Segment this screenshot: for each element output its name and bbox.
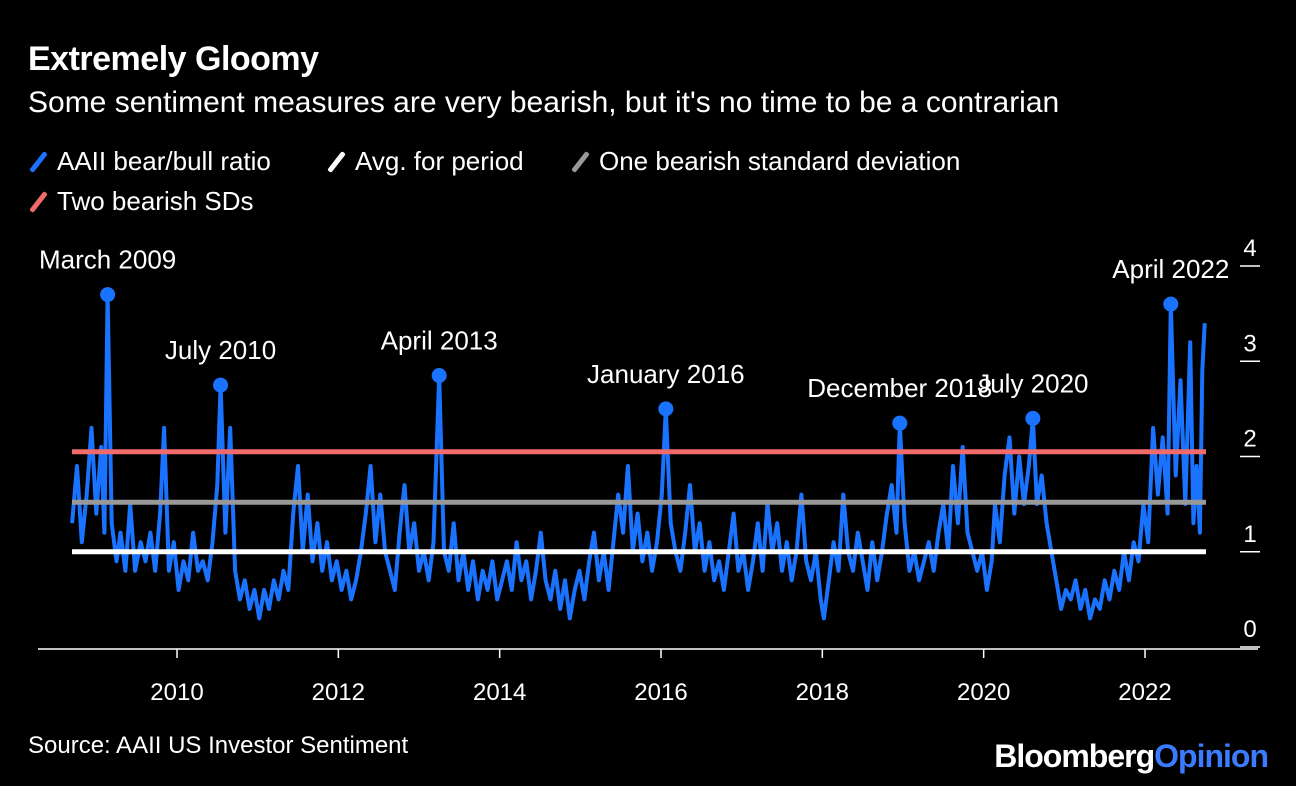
annotation-marker	[1025, 410, 1041, 426]
x-tick-label: 2010	[150, 679, 203, 706]
annotation-label: March 2009	[39, 245, 176, 275]
y-tick-label: 1	[1243, 521, 1256, 548]
legend-label: AAII bear/bull ratio	[57, 146, 271, 176]
brand-logo-bloomberg: Bloomberg	[994, 738, 1155, 774]
annotation-marker	[892, 415, 908, 431]
x-tick-label: 2018	[796, 679, 849, 706]
annotation-marker	[658, 401, 674, 417]
annotation-marker	[431, 368, 447, 384]
legend-item-two-sd: Two bearish SDs	[28, 186, 254, 217]
x-tick-label: 2012	[312, 679, 365, 706]
legend-label: Two bearish SDs	[57, 186, 254, 216]
legend-label: One bearish standard deviation	[599, 146, 961, 176]
y-tick-label: 0	[1243, 616, 1256, 643]
x-tick-label: 2020	[957, 679, 1010, 706]
annotation-label: January 2016	[587, 359, 745, 389]
annotation-marker	[100, 287, 116, 303]
annotation-label: July 2010	[165, 335, 276, 365]
annotation-label: April 2022	[1112, 254, 1229, 284]
annotation-label: July 2020	[977, 368, 1088, 398]
legend-item-one-sd: One bearish standard deviation	[570, 146, 960, 177]
x-tick-label: 2022	[1118, 679, 1171, 706]
x-tick-label: 2014	[473, 679, 526, 706]
x-tick-label: 2016	[634, 679, 687, 706]
annotation-marker	[213, 377, 229, 393]
chart-title: Extremely Gloomy	[28, 40, 319, 78]
series-line-bear-bull-ratio	[70, 292, 1207, 621]
legend-item-bear-bull-ratio: AAII bear/bull ratio	[28, 146, 271, 177]
source-note: Source: AAII US Investor Sentiment	[28, 732, 409, 759]
y-tick-label: 4	[1243, 235, 1256, 262]
annotation-label: April 2013	[381, 326, 498, 356]
annotation-label: December 2018	[807, 373, 992, 403]
chart-subtitle: Some sentiment measures are very bearish…	[28, 86, 1060, 119]
y-tick-label: 2	[1243, 426, 1256, 453]
legend-label: Avg. for period	[355, 146, 524, 176]
brand-logo: BloombergOpinion	[994, 738, 1269, 775]
annotation-marker	[1163, 296, 1179, 312]
brand-logo-opinion: Opinion	[1154, 738, 1269, 774]
legend-item-average: Avg. for period	[326, 146, 524, 177]
y-tick-label: 3	[1243, 330, 1256, 357]
